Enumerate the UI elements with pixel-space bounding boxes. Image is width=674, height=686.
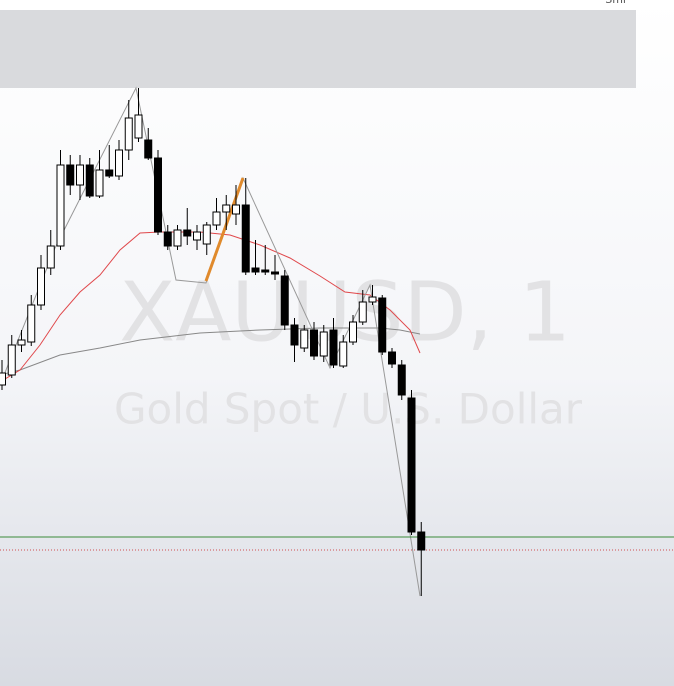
candle-body [271,271,279,275]
candle-body [144,139,153,159]
candle-body [329,329,338,366]
candle-body [251,267,260,273]
candle-body [56,164,65,247]
candle-body [388,351,396,365]
candle-body [358,301,367,323]
candle-body [290,324,299,346]
candle-body [378,297,387,353]
candle-body [407,397,416,533]
candle-body [368,296,377,303]
candle-body [37,267,45,306]
candle-body [154,157,162,233]
candle-body [349,321,357,343]
tab-label[interactable]: Sml [605,0,626,6]
zigzag-line [0,86,421,597]
candle-body [193,231,201,241]
candle-body [280,275,289,326]
candle-body [319,331,328,357]
candle-body [7,344,16,376]
watermark-subtitle: Gold Spot / U.S. Dollar [114,385,583,434]
candle-body [339,341,348,367]
candle-body [105,169,114,177]
candle-body [27,304,36,343]
candle-body [241,204,250,273]
candle-body [115,149,123,177]
candle-body [76,164,84,186]
candle-body [310,329,318,357]
candle-body [46,245,55,269]
candle-body [212,211,221,226]
candle-body [66,164,75,186]
highlight-line [204,177,245,282]
candle-body [232,204,240,215]
candles [0,88,426,596]
candle-body [202,224,211,245]
candle-body [173,229,182,247]
candle-body [300,329,309,349]
top-panel [0,10,636,88]
candle-body [183,229,192,237]
candle-body [0,372,6,386]
candle-body [134,114,143,139]
candle-body [124,117,133,151]
slow-moving-average [0,327,421,376]
candle-body [163,231,172,247]
candle-body [17,339,26,346]
candle-body [222,204,231,213]
candle-body [85,164,94,197]
candle-body [417,531,426,551]
candle-body [261,269,270,273]
candle-body [397,364,406,396]
candle-body [95,169,104,197]
